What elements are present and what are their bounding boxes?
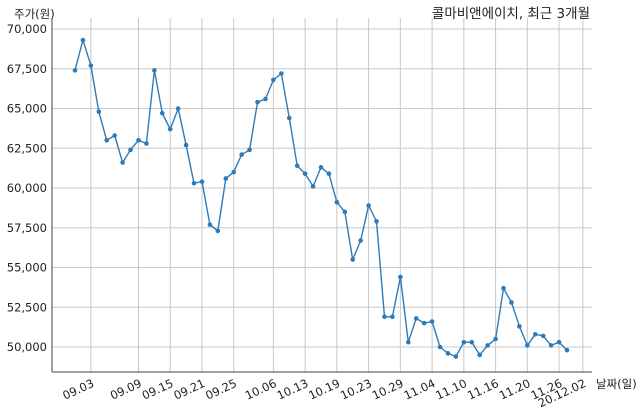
x-axis-label: 날짜(일) xyxy=(596,377,637,391)
data-point xyxy=(231,169,237,175)
data-point xyxy=(175,106,181,111)
x-tick-label: 09.21 xyxy=(171,376,207,403)
data-point xyxy=(413,316,419,321)
data-point xyxy=(366,203,371,208)
data-point xyxy=(167,126,173,132)
data-point xyxy=(469,339,475,345)
axes xyxy=(51,18,592,373)
data-point xyxy=(493,336,498,342)
y-tick-label: 70,000 xyxy=(7,22,47,36)
data-point xyxy=(136,138,141,143)
x-tick-label: 11.04 xyxy=(402,376,438,403)
price-series xyxy=(72,37,570,359)
x-tick-label: 11.20 xyxy=(497,376,533,403)
y-tick-label: 65,000 xyxy=(7,102,47,116)
data-point xyxy=(564,347,570,353)
data-point xyxy=(271,77,276,83)
y-tick-label: 67,500 xyxy=(7,62,47,76)
data-point xyxy=(334,200,340,205)
x-tick-label: 10.23 xyxy=(338,376,374,403)
data-point xyxy=(318,165,324,170)
data-point xyxy=(159,110,165,116)
data-point xyxy=(191,180,197,186)
data-point xyxy=(80,37,86,43)
x-tick-label: 10.13 xyxy=(275,376,311,403)
x-tick-label: 11.10 xyxy=(433,376,469,403)
data-point xyxy=(429,319,435,324)
y-tick-label: 50,000 xyxy=(7,340,47,354)
grid-lines xyxy=(52,18,592,372)
data-point xyxy=(255,99,260,105)
data-point xyxy=(310,184,316,189)
data-point xyxy=(279,71,284,76)
data-point xyxy=(540,333,546,339)
data-point xyxy=(517,324,522,329)
data-point xyxy=(382,314,387,320)
data-point xyxy=(350,257,356,262)
data-point xyxy=(374,219,379,224)
price-line xyxy=(74,37,568,358)
data-point xyxy=(302,171,308,176)
data-point xyxy=(342,209,348,215)
data-point xyxy=(247,147,252,153)
data-point xyxy=(485,343,490,348)
data-point xyxy=(532,331,538,337)
data-point xyxy=(128,147,133,153)
data-point xyxy=(112,133,117,138)
y-tick-labels: 50,000 52,500 55,000 57,500 60,000 62,500 65,0… xyxy=(7,22,47,354)
data-point xyxy=(437,344,443,350)
data-point xyxy=(120,160,125,165)
x-tick-label: 09.03 xyxy=(60,376,96,403)
data-point xyxy=(326,171,332,176)
data-point xyxy=(88,63,94,68)
data-point xyxy=(286,115,292,121)
data-point xyxy=(548,343,554,348)
data-point xyxy=(477,352,483,358)
data-point xyxy=(294,163,300,169)
data-point xyxy=(390,314,395,320)
data-point xyxy=(215,228,221,234)
y-tick-label: 55,000 xyxy=(7,261,47,275)
data-point xyxy=(501,285,506,291)
data-point xyxy=(239,152,244,157)
data-point xyxy=(453,354,459,359)
data-point xyxy=(525,343,530,348)
x-tick-label: 11.16 xyxy=(465,376,501,403)
x-tick-label: 10.06 xyxy=(243,376,279,403)
x-tick-label: 09.09 xyxy=(108,376,144,403)
data-point xyxy=(445,351,451,356)
data-point xyxy=(509,300,514,305)
data-point xyxy=(207,222,213,227)
data-point xyxy=(405,339,411,345)
chart-title: 콜마비앤에이치, 최근 3개월 xyxy=(432,6,590,22)
data-point xyxy=(96,109,102,114)
data-point xyxy=(358,238,363,243)
x-tick-label: 10.19 xyxy=(306,376,342,403)
data-point xyxy=(223,176,229,181)
data-point xyxy=(421,320,427,326)
x-tick-label: 09.25 xyxy=(203,376,239,403)
data-point xyxy=(461,339,467,345)
x-tick-label: 10.29 xyxy=(370,376,406,403)
y-tick-label: 52,500 xyxy=(7,300,47,314)
data-point xyxy=(199,179,205,184)
data-point xyxy=(398,274,403,280)
y-tick-label: 60,000 xyxy=(7,181,47,195)
data-point xyxy=(104,138,110,143)
y-axis-label: 주가(원) xyxy=(14,7,55,21)
data-point xyxy=(72,68,78,73)
x-tick-label: 20.12.02 xyxy=(536,376,588,410)
data-point xyxy=(152,68,157,73)
y-tick-label: 62,500 xyxy=(7,141,47,155)
data-point xyxy=(183,142,189,148)
data-point xyxy=(144,141,149,146)
x-tick-label: 09.15 xyxy=(140,376,176,403)
data-point xyxy=(263,96,268,102)
y-tick-label: 57,500 xyxy=(7,221,47,235)
data-point xyxy=(556,339,562,345)
